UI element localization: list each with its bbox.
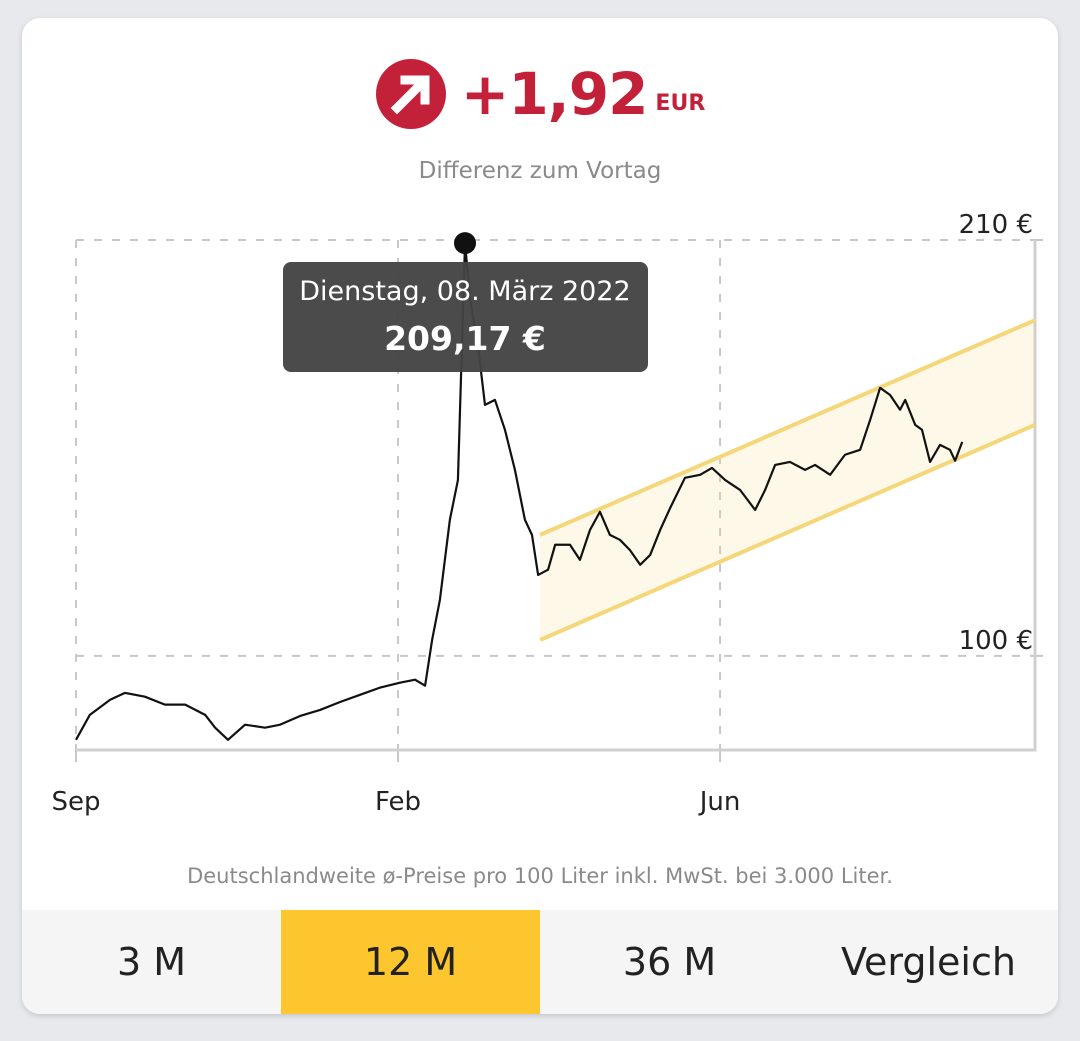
x-tick-label: Jun xyxy=(698,787,741,817)
range-tab[interactable]: 36 M xyxy=(540,910,799,1014)
range-tab[interactable]: Vergleich xyxy=(799,910,1058,1014)
range-tab[interactable]: 3 M xyxy=(22,910,281,1014)
change-value: +1,92 xyxy=(460,60,649,128)
chart: 210 € 100 € Sep Feb Jun Dienstag, 08. März 20… xyxy=(51,210,1043,817)
y-tick-label: 210 € xyxy=(959,210,1033,240)
trend-channel-area xyxy=(540,320,1035,640)
trend-line xyxy=(539,423,1036,642)
trend-line xyxy=(539,318,1036,537)
subtitle: Differenz zum Vortag xyxy=(418,158,662,184)
price-line xyxy=(75,242,964,741)
header: +1,92 EUR xyxy=(22,58,1058,130)
change-unit: EUR xyxy=(655,91,706,116)
tab-bar: 3 M 12 M 36 M Vergleich xyxy=(22,910,1058,1014)
x-tick-label: Sep xyxy=(51,787,100,817)
highlight-point xyxy=(454,232,477,255)
tooltip-value: 209,17 € xyxy=(384,319,546,358)
x-tick-label: Feb xyxy=(375,787,421,817)
up-arrow-icon xyxy=(375,59,446,129)
tooltip-date: Dienstag, 08. März 2022 xyxy=(299,276,630,307)
range-tab[interactable]: 12 M xyxy=(281,910,540,1014)
tooltip-box xyxy=(283,262,648,372)
card: +1,92 EUR Differenz zum Vortag Deutschla… xyxy=(22,18,1058,1014)
y-tick-label: 100 € xyxy=(959,626,1033,656)
axis xyxy=(76,240,1037,752)
footnote: Deutschlandweite ø-Preise pro 100 Liter … xyxy=(187,864,893,888)
